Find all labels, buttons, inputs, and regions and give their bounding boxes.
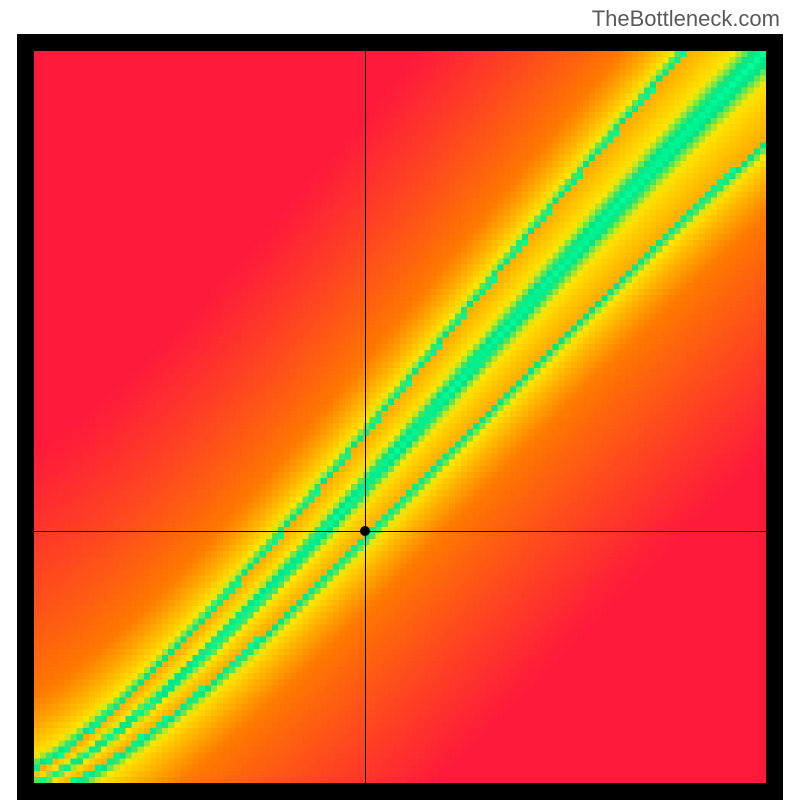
plot-area [17, 34, 783, 800]
marker-dot [360, 526, 370, 536]
crosshair-vertical [365, 51, 366, 783]
watermark-label: TheBottleneck.com [592, 6, 780, 32]
chart-container: TheBottleneck.com [0, 0, 800, 800]
heatmap-canvas [34, 51, 766, 783]
crosshair-horizontal [34, 531, 766, 532]
